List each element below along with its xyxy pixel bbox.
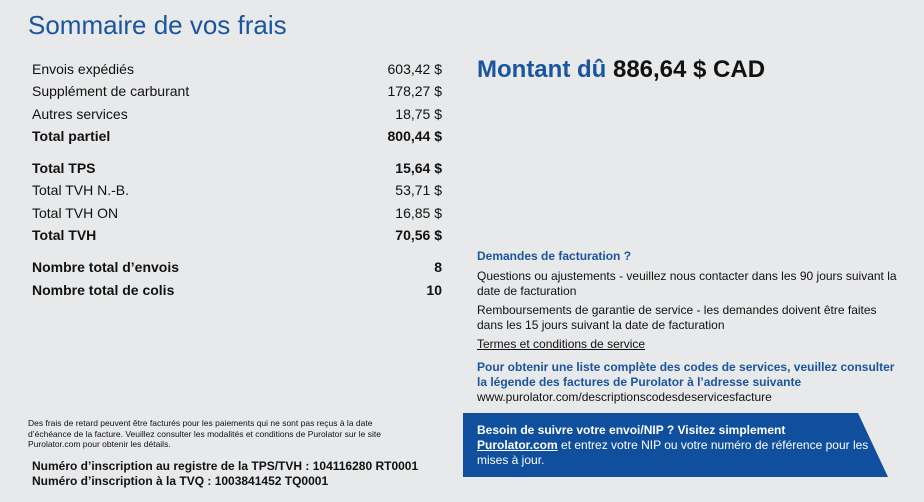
amount-due-value: 886,64 $ CAD <box>612 56 766 83</box>
row-total-partiel: Total partiel 800,44 $ <box>32 125 442 147</box>
billing-heading: Demandes de facturation ? <box>477 249 632 263</box>
amount-due-label: Montant dû <box>477 56 607 83</box>
service-codes-info: Pour obtenir une liste complète des code… <box>477 360 895 389</box>
billing-questions: Questions ou ajustements - veuillez nous… <box>477 269 897 298</box>
row-label: Total TVH <box>32 227 97 244</box>
banner-lead: Besoin de suivre votre envoi/NIP ? Visit… <box>477 423 786 437</box>
row-total-tvh-nb: Total TVH N.-B. 53,71 $ <box>32 179 442 201</box>
row-supplement-carburant: Supplément de carburant 178,27 $ <box>32 80 442 102</box>
row-autres-services: Autres services 18,75 $ <box>32 103 442 125</box>
row-nombre-colis: Nombre total de colis 10 <box>32 279 442 301</box>
row-value: 15,64 $ <box>395 160 442 177</box>
amount-due: Montant dû 886,64 $ CAD <box>477 56 765 84</box>
row-label: Nombre total de colis <box>32 281 175 298</box>
row-value: 603,42 $ <box>387 61 443 77</box>
row-label: Nombre total d’envois <box>32 259 180 276</box>
row-value: 18,75 $ <box>395 105 442 122</box>
row-nombre-envois: Nombre total d’envois 8 <box>32 256 442 278</box>
row-value: 800,44 $ <box>387 127 443 144</box>
banner-rest: et entrez votre NIP ou votre numéro de r… <box>477 438 869 467</box>
row-value: 16,85 $ <box>395 204 442 221</box>
row-envois-expedies: Envois expédiés 603,42 $ <box>32 58 442 80</box>
service-codes-url[interactable]: www.purolator.com/descriptionscodesdeser… <box>477 390 772 404</box>
row-total-tps: Total TPS 15,64 $ <box>32 157 442 179</box>
row-label: Total TPS <box>32 160 96 177</box>
billing-refunds: Remboursements de garantie de service - … <box>477 303 877 332</box>
tvq-registration: Numéro d’inscription à la TVQ : 10038414… <box>32 474 329 488</box>
row-label: Autres services <box>32 105 128 122</box>
row-label: Envois expédiés <box>32 61 134 77</box>
row-label: Supplément de carburant <box>32 83 190 100</box>
row-value: 53,71 $ <box>395 182 442 199</box>
late-fee-notice: Des frais de retard peuvent être facturé… <box>28 418 381 449</box>
row-value: 10 <box>426 281 442 298</box>
row-total-tvh-on: Total TVH ON 16,85 $ <box>32 202 442 224</box>
tps-tvh-registration: Numéro d’inscription au registre de la T… <box>32 459 419 473</box>
page-title: Sommaire de vos frais <box>28 10 287 40</box>
row-value: 178,27 $ <box>387 83 443 100</box>
row-label: Total partiel <box>32 127 111 144</box>
tracking-banner: Besoin de suivre votre envoi/NIP ? Visit… <box>463 413 888 477</box>
row-value: 8 <box>434 259 442 276</box>
purolator-link[interactable]: Purolator.com <box>477 438 558 452</box>
row-total-tvh: Total TVH 70,56 $ <box>32 224 442 246</box>
terms-link[interactable]: Termes et conditions de service <box>477 337 646 351</box>
billing-inquiries: Demandes de facturation ? Questions ou a… <box>477 249 897 405</box>
row-label: Total TVH ON <box>32 204 119 221</box>
row-value: 70,56 $ <box>395 227 442 244</box>
charges-summary: Envois expédiés 603,42 $ Supplément de c… <box>32 58 442 301</box>
row-label: Total TVH N.-B. <box>32 182 129 199</box>
tax-registrations: Numéro d’inscription au registre de la T… <box>32 459 418 489</box>
